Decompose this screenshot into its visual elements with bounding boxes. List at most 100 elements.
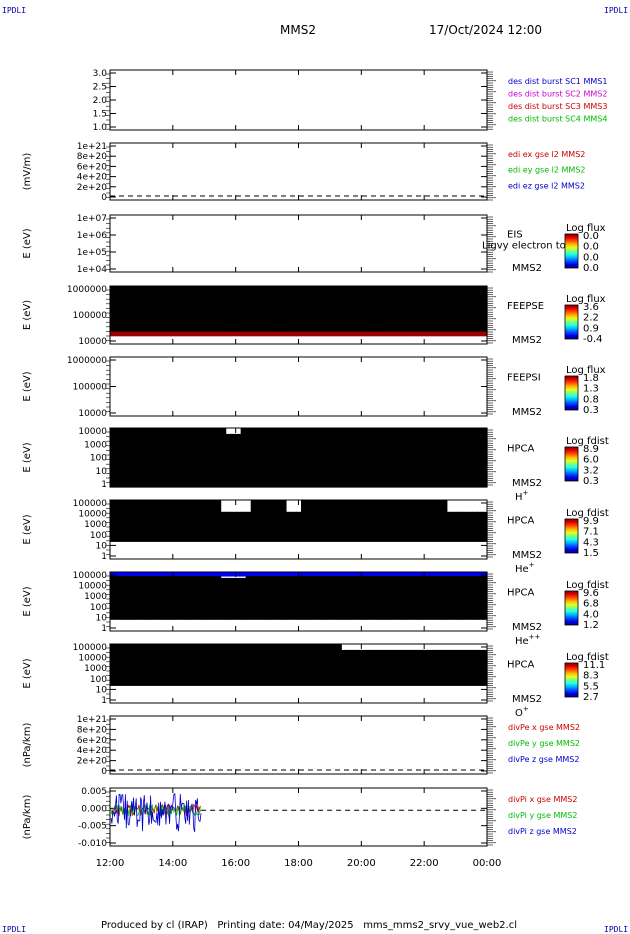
spectrogram-cell (140, 475, 146, 478)
spectrogram-cell (456, 465, 463, 468)
spectrogram-cell (331, 435, 337, 439)
spectrogram-cell (170, 325, 176, 329)
spectrogram-cell (471, 321, 478, 324)
spectrogram-cell (481, 431, 488, 435)
spectrogram-cell (421, 443, 428, 447)
spectrogram-cell (165, 286, 171, 289)
spectrogram-cell (170, 451, 176, 455)
spectrogram-cell (476, 308, 483, 312)
spectrogram-cell (205, 329, 212, 333)
spectrogram-cell (140, 485, 146, 488)
spectrogram-cell (386, 315, 393, 318)
spectrogram-cell (195, 306, 202, 310)
spectrogram-cell (135, 435, 141, 439)
spectrogram-cell (381, 315, 388, 318)
spectrogram-cell (190, 312, 197, 316)
spectrogram-cell (175, 467, 181, 470)
spectrogram-cell (160, 463, 166, 466)
spectrogram-cell (381, 325, 388, 329)
spectrogram-cell (140, 449, 146, 453)
spectrogram-cell (446, 459, 453, 463)
spectrogram-cell (285, 308, 292, 312)
spectrogram-cell (165, 517, 171, 521)
spectrogram-cell (245, 457, 252, 461)
spectrogram-cell (401, 463, 408, 466)
spectrogram-cell (351, 437, 357, 441)
spectrogram-cell (250, 457, 257, 461)
spectrogram-cell (295, 433, 302, 437)
spectrogram-cell (285, 475, 292, 478)
spectrogram-cell (240, 485, 247, 488)
spectrogram-cell (250, 310, 257, 314)
spectrogram-cell (366, 467, 372, 470)
spectrogram-cell (421, 298, 428, 302)
spectrogram-cell (120, 323, 126, 326)
spectrogram-cell (431, 439, 438, 443)
spectrogram-cell (326, 304, 332, 308)
spectrogram-cell (265, 439, 272, 443)
spectrogram-cell (205, 500, 212, 503)
spectrogram-cell (376, 463, 383, 466)
spectrogram-cell (120, 449, 126, 453)
spectrogram-cell (120, 296, 126, 300)
spectrogram-cell (301, 433, 307, 437)
spectrogram-cell (195, 315, 202, 318)
spectrogram-cell (381, 290, 388, 293)
spectrogram-cell (326, 483, 332, 486)
spectrogram-cell (225, 325, 232, 329)
spectrogram-cell (301, 428, 307, 431)
spectrogram-cell (295, 455, 302, 459)
spectrogram-cell (155, 306, 161, 310)
spectrogram-cell (316, 439, 322, 443)
spectrogram-cell (431, 286, 438, 289)
spectrogram-cell (346, 465, 352, 468)
spectrogram-cell (361, 431, 367, 435)
spectrogram-cell (461, 453, 468, 457)
spectrogram-cell (321, 325, 327, 329)
spectrogram-cell (321, 481, 327, 484)
spectrogram-cell (150, 315, 156, 318)
spectrogram-cell (446, 331, 453, 335)
spectrogram-cell (250, 294, 257, 297)
spectrogram-cell (185, 308, 192, 312)
spectrogram-cell (130, 453, 136, 457)
spectrogram-cell (260, 306, 267, 310)
spectrogram-cell (401, 441, 408, 445)
spectrogram-cell (371, 325, 378, 329)
spectrogram-cell (215, 302, 222, 306)
spectrogram-cell (476, 457, 483, 461)
spectrogram-cell (240, 310, 247, 314)
spectrogram-cell (391, 302, 398, 306)
spectrogram-cell (210, 292, 217, 295)
spectrogram-cell (426, 312, 433, 316)
corner-label-bottom-left: IPDLI (2, 925, 27, 934)
spectrogram-cell (135, 469, 141, 472)
spectrogram-cell (436, 483, 443, 486)
spectrogram-cell (265, 459, 272, 463)
spectrogram-cell (175, 333, 181, 337)
spectrogram-cell (341, 435, 347, 439)
spectrogram-cell (220, 485, 227, 488)
spectrogram-cell (170, 321, 176, 324)
spectrogram-cell (316, 292, 322, 295)
spectrogram-cell (311, 483, 317, 486)
spectrogram-cell (225, 296, 232, 300)
spectrogram-cell (180, 300, 186, 304)
spectrogram-cell (416, 439, 423, 443)
spectrogram-cell (441, 315, 448, 318)
spectrogram-cell (346, 296, 352, 300)
spectrogram-cell (175, 457, 181, 461)
spectrogram-cell (150, 306, 156, 310)
spectrogram-cell (295, 475, 302, 478)
spectrogram-cell (356, 290, 362, 293)
spectrogram-cell (376, 437, 383, 441)
spectrogram-cell (125, 457, 131, 461)
spectrogram-cell (150, 439, 156, 443)
spectrogram-cell (180, 315, 186, 318)
spectrogram-cell (421, 325, 428, 329)
spectrogram-cell (351, 300, 357, 304)
spectrogram-cell (130, 465, 136, 468)
spectrogram-cell (446, 300, 453, 304)
spectrogram-cell (265, 469, 272, 472)
spectrogram-cell (195, 304, 202, 308)
